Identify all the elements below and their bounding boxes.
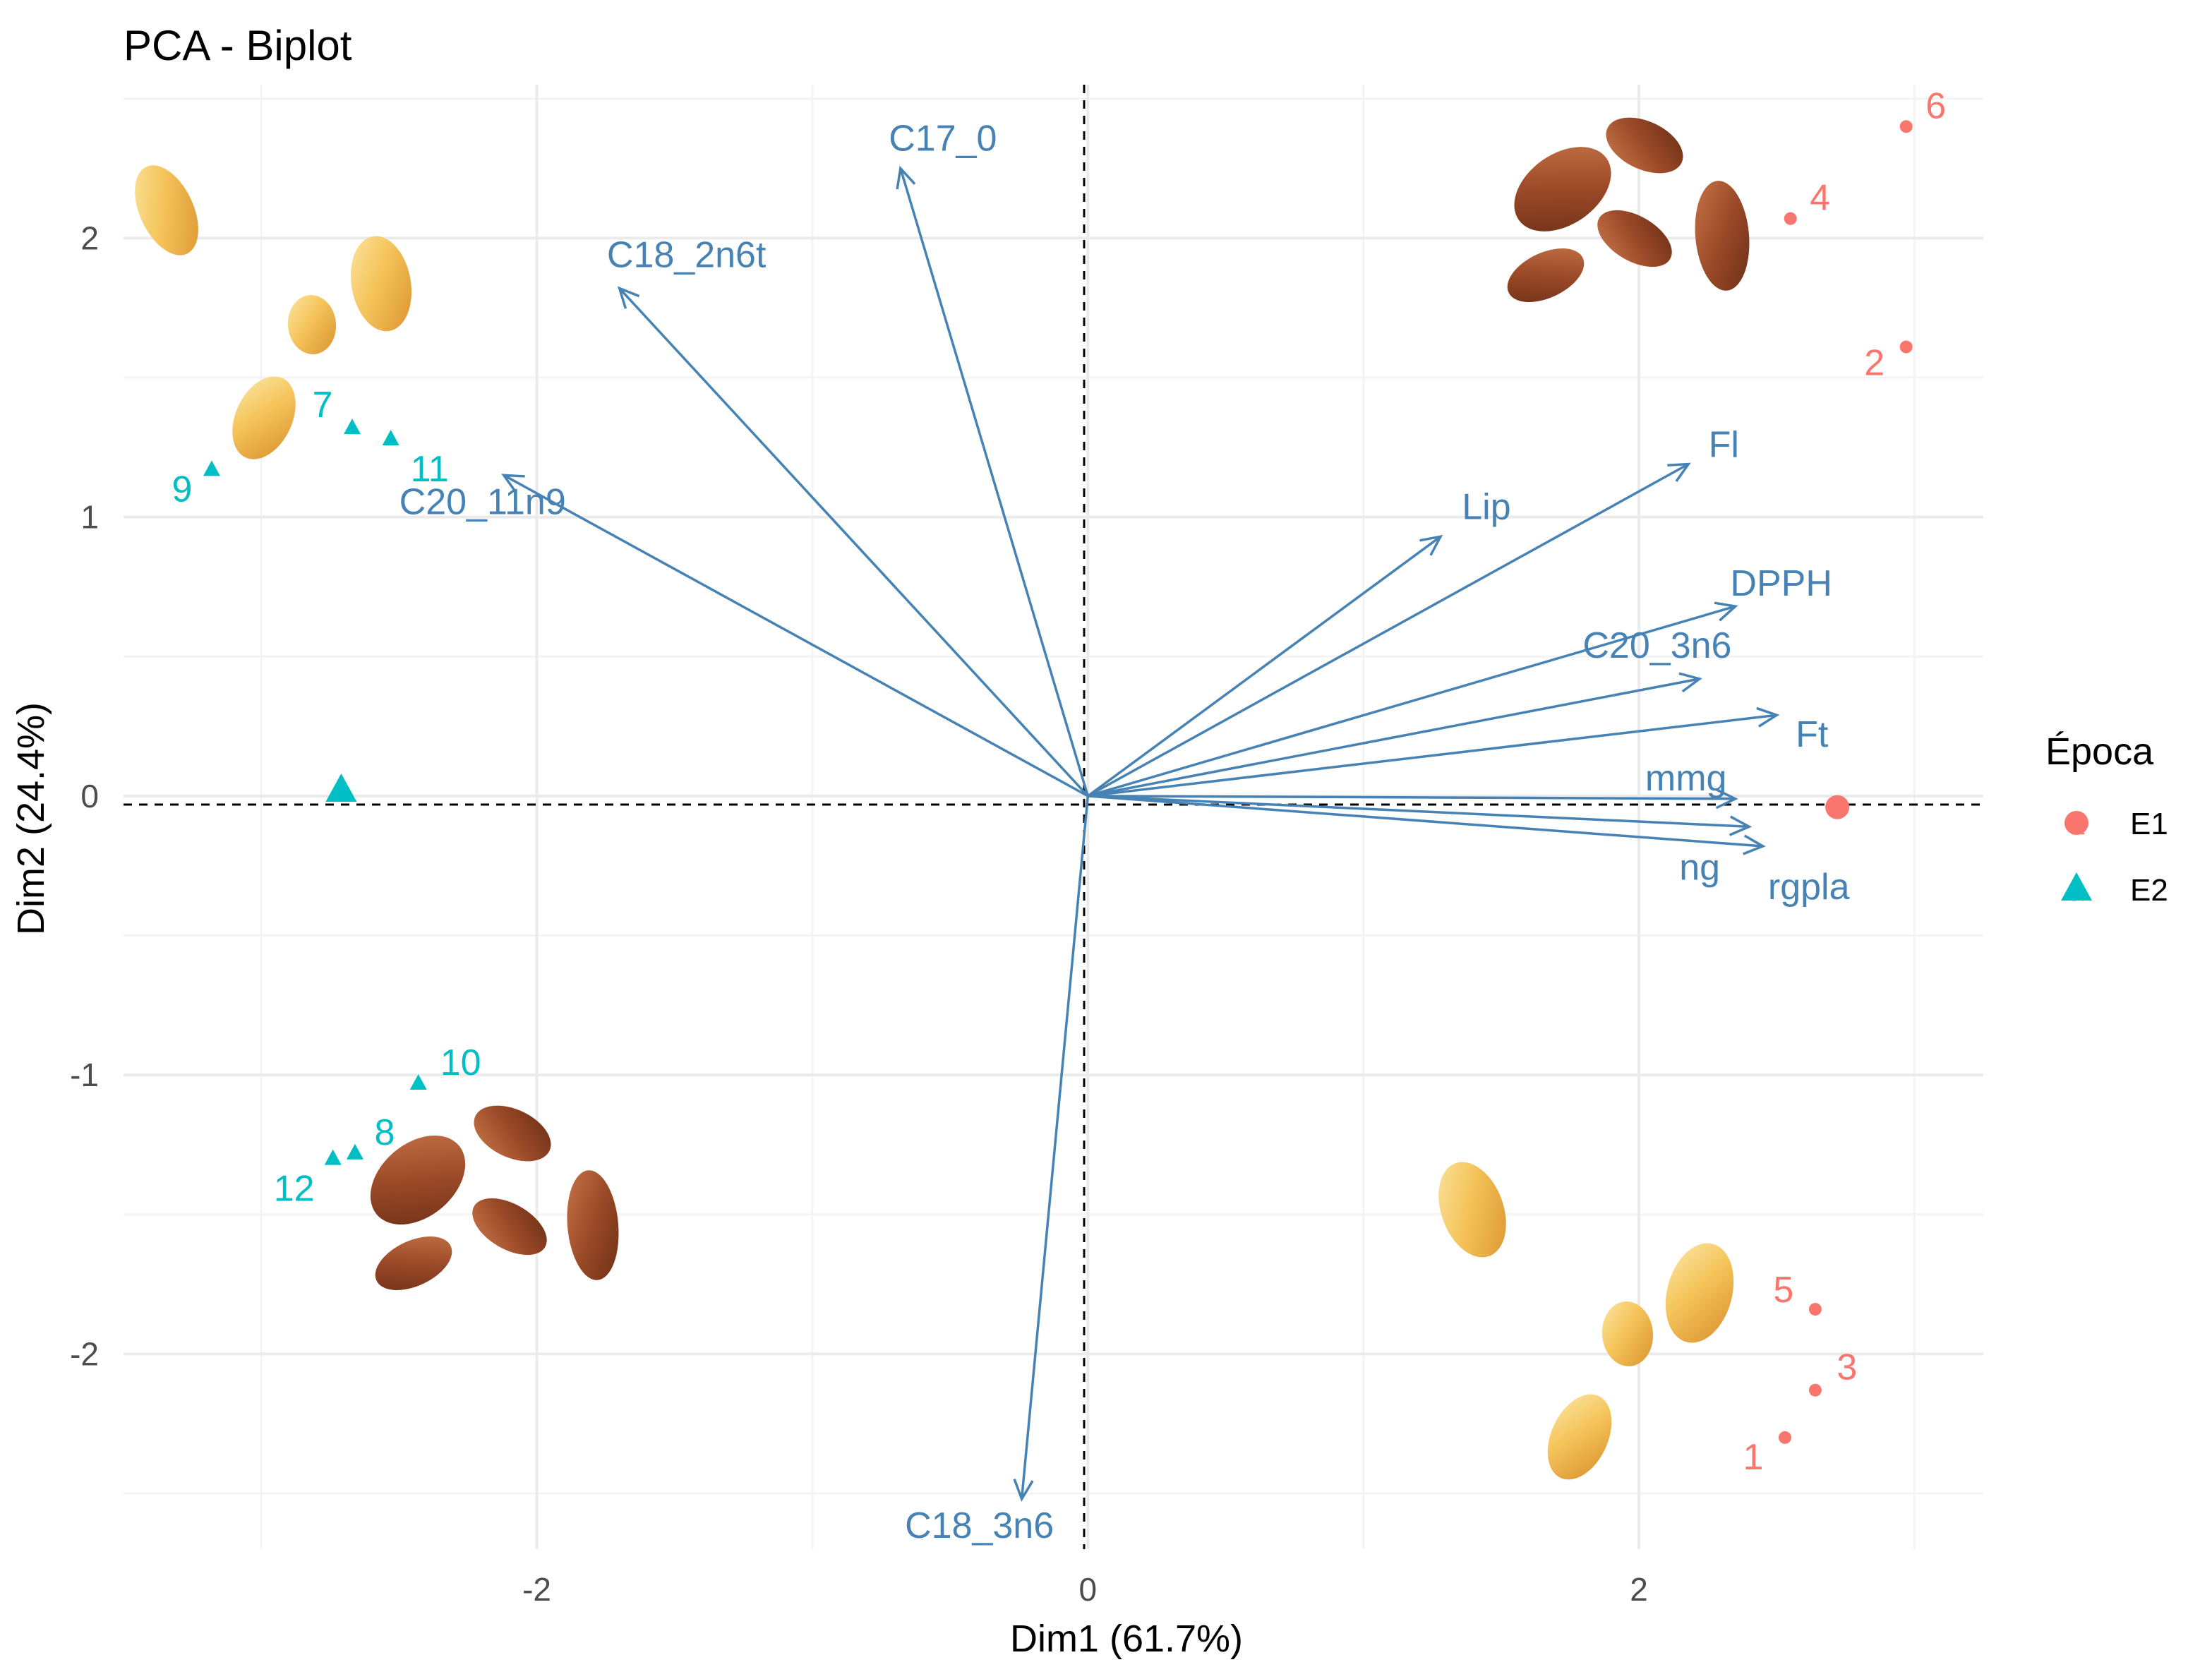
arrow-ng: [1088, 795, 1750, 829]
variable-label-C18_2n6t: C18_2n6t: [607, 235, 767, 276]
arrow-Ft: [1088, 714, 1777, 798]
point-label-3: 3: [1837, 1347, 1857, 1388]
x-tick-label: 0: [1078, 1571, 1097, 1608]
legend-key-E2: [2061, 872, 2092, 901]
variable-label-C20_11n9: C20_11n9: [399, 481, 566, 522]
chart-title: PCA - Biplot: [124, 22, 352, 69]
variable-label-mmg: mmg: [1645, 758, 1727, 799]
variable-label-ng: ng: [1679, 847, 1720, 888]
arrow-DPPH: [1087, 605, 1736, 798]
point-label-12: 12: [274, 1169, 315, 1210]
group-centroids: [325, 773, 1850, 819]
point-label-10: 10: [440, 1042, 481, 1083]
arrow-C17_0: [899, 168, 1089, 797]
grid-minor-lines: [124, 85, 1983, 1549]
y-tick-label: 2: [80, 219, 99, 256]
brown-seed-cluster-bottom-left: [370, 1105, 619, 1290]
legend: Época a E1 a E2: [2045, 730, 2168, 908]
legend-entries: a E1 a E2: [2061, 807, 2168, 908]
centroid-E2: [325, 773, 357, 802]
point-label-7: 7: [313, 385, 333, 426]
variable-label-Ft: Ft: [1796, 714, 1829, 755]
variable-arrows: [501, 165, 1780, 1502]
legend-title: Época: [2045, 730, 2154, 773]
variable-label-C17_0: C17_0: [889, 119, 997, 160]
point-6: [1899, 120, 1913, 133]
arrowhead-C18_3n6: [1013, 1479, 1034, 1502]
y-tick-label: 0: [80, 778, 99, 814]
arrowhead-C18_2n6t: [617, 286, 640, 309]
grid-major-lines: [124, 85, 1983, 1549]
point-12: [324, 1149, 342, 1165]
point-10: [409, 1073, 427, 1090]
x-tick-label: 2: [1630, 1571, 1648, 1608]
variable-labels: C17_0 C18_2n6t C20_11n9 Fl Lip DPPH C20_3n6 Ft m…: [399, 119, 1850, 1546]
variable-label-C20_3n6: C20_3n6: [1582, 625, 1731, 666]
individual-points: [203, 120, 1913, 1444]
point-7: [344, 419, 361, 435]
arrowhead-Fl: [1667, 462, 1691, 483]
arrow-C18_2n6t: [618, 287, 1089, 798]
arrowhead-ng: [1729, 815, 1753, 836]
arrowhead-C20_3n6: [1678, 672, 1702, 693]
arrow-C20_3n6: [1087, 678, 1700, 798]
arrowhead-Ft: [1756, 706, 1780, 728]
point-4: [1784, 212, 1797, 225]
point-2: [1899, 340, 1913, 354]
y-tick-label: -2: [70, 1335, 99, 1372]
brown-seed-cluster-top-right: [1507, 117, 1750, 302]
legend-label-E2: E2: [2130, 873, 2168, 908]
arrow-Fl: [1087, 462, 1690, 798]
arrowhead-mmg: [1715, 788, 1738, 810]
legend-key-glyph: a: [2069, 876, 2085, 907]
legend-label-E1: E1: [2130, 807, 2168, 841]
x-axis-ticks: -2 0 2: [522, 1571, 1648, 1608]
point-label-8: 8: [374, 1112, 395, 1153]
variable-label-DPPH: DPPH: [1730, 563, 1832, 604]
point-label-9: 9: [172, 469, 192, 510]
golden-seed-cluster-bottom-right: [1438, 1162, 1734, 1480]
arrow-mmg: [1088, 795, 1736, 800]
arrow-Lip: [1087, 535, 1442, 798]
point-11: [382, 429, 399, 445]
x-axis-title: Dim1 (61.7%): [1010, 1618, 1243, 1660]
y-tick-label: -1: [70, 1057, 99, 1093]
arrow-rgpla: [1088, 795, 1763, 848]
point-5: [1808, 1303, 1822, 1316]
x-tick-label: -2: [522, 1571, 551, 1608]
y-axis-ticks: -2 -1 0 1 2: [70, 219, 99, 1372]
centroid-E1: [1825, 795, 1850, 819]
legend-key-glyph: a: [2069, 810, 2085, 841]
point-1: [1778, 1431, 1791, 1444]
legend-key-E1: [2064, 811, 2088, 835]
variable-label-Lip: Lip: [1462, 486, 1510, 527]
point-label-1: 1: [1743, 1437, 1763, 1478]
point-8: [346, 1143, 363, 1160]
arrowhead-DPPH: [1714, 601, 1738, 622]
point-label-4: 4: [1810, 178, 1830, 219]
point-3: [1808, 1383, 1822, 1397]
y-axis-title: Dim2 (24.4%): [10, 702, 52, 935]
point-label-11: 11: [411, 449, 449, 490]
variable-label-C18_3n6: C18_3n6: [905, 1505, 1054, 1546]
arrow-C20_11n9: [503, 474, 1089, 798]
arrow-C18_3n6: [1020, 795, 1090, 1500]
golden-seed-cluster-top-left: [135, 165, 412, 459]
variable-label-Fl: Fl: [1709, 425, 1739, 466]
arrowhead-rgpla: [1743, 834, 1766, 855]
y-tick-label: 1: [80, 499, 99, 536]
arrowhead-C20_11n9: [501, 474, 525, 493]
point-9: [203, 460, 220, 476]
point-label-6: 6: [1925, 85, 1946, 126]
seed-images: [135, 117, 1750, 1480]
point-label-2: 2: [1864, 343, 1885, 384]
arrowhead-C17_0: [896, 165, 916, 190]
variable-label-rgpla: rgpla: [1768, 867, 1850, 908]
point-label-5: 5: [1773, 1270, 1793, 1311]
arrowhead-Lip: [1419, 534, 1443, 556]
